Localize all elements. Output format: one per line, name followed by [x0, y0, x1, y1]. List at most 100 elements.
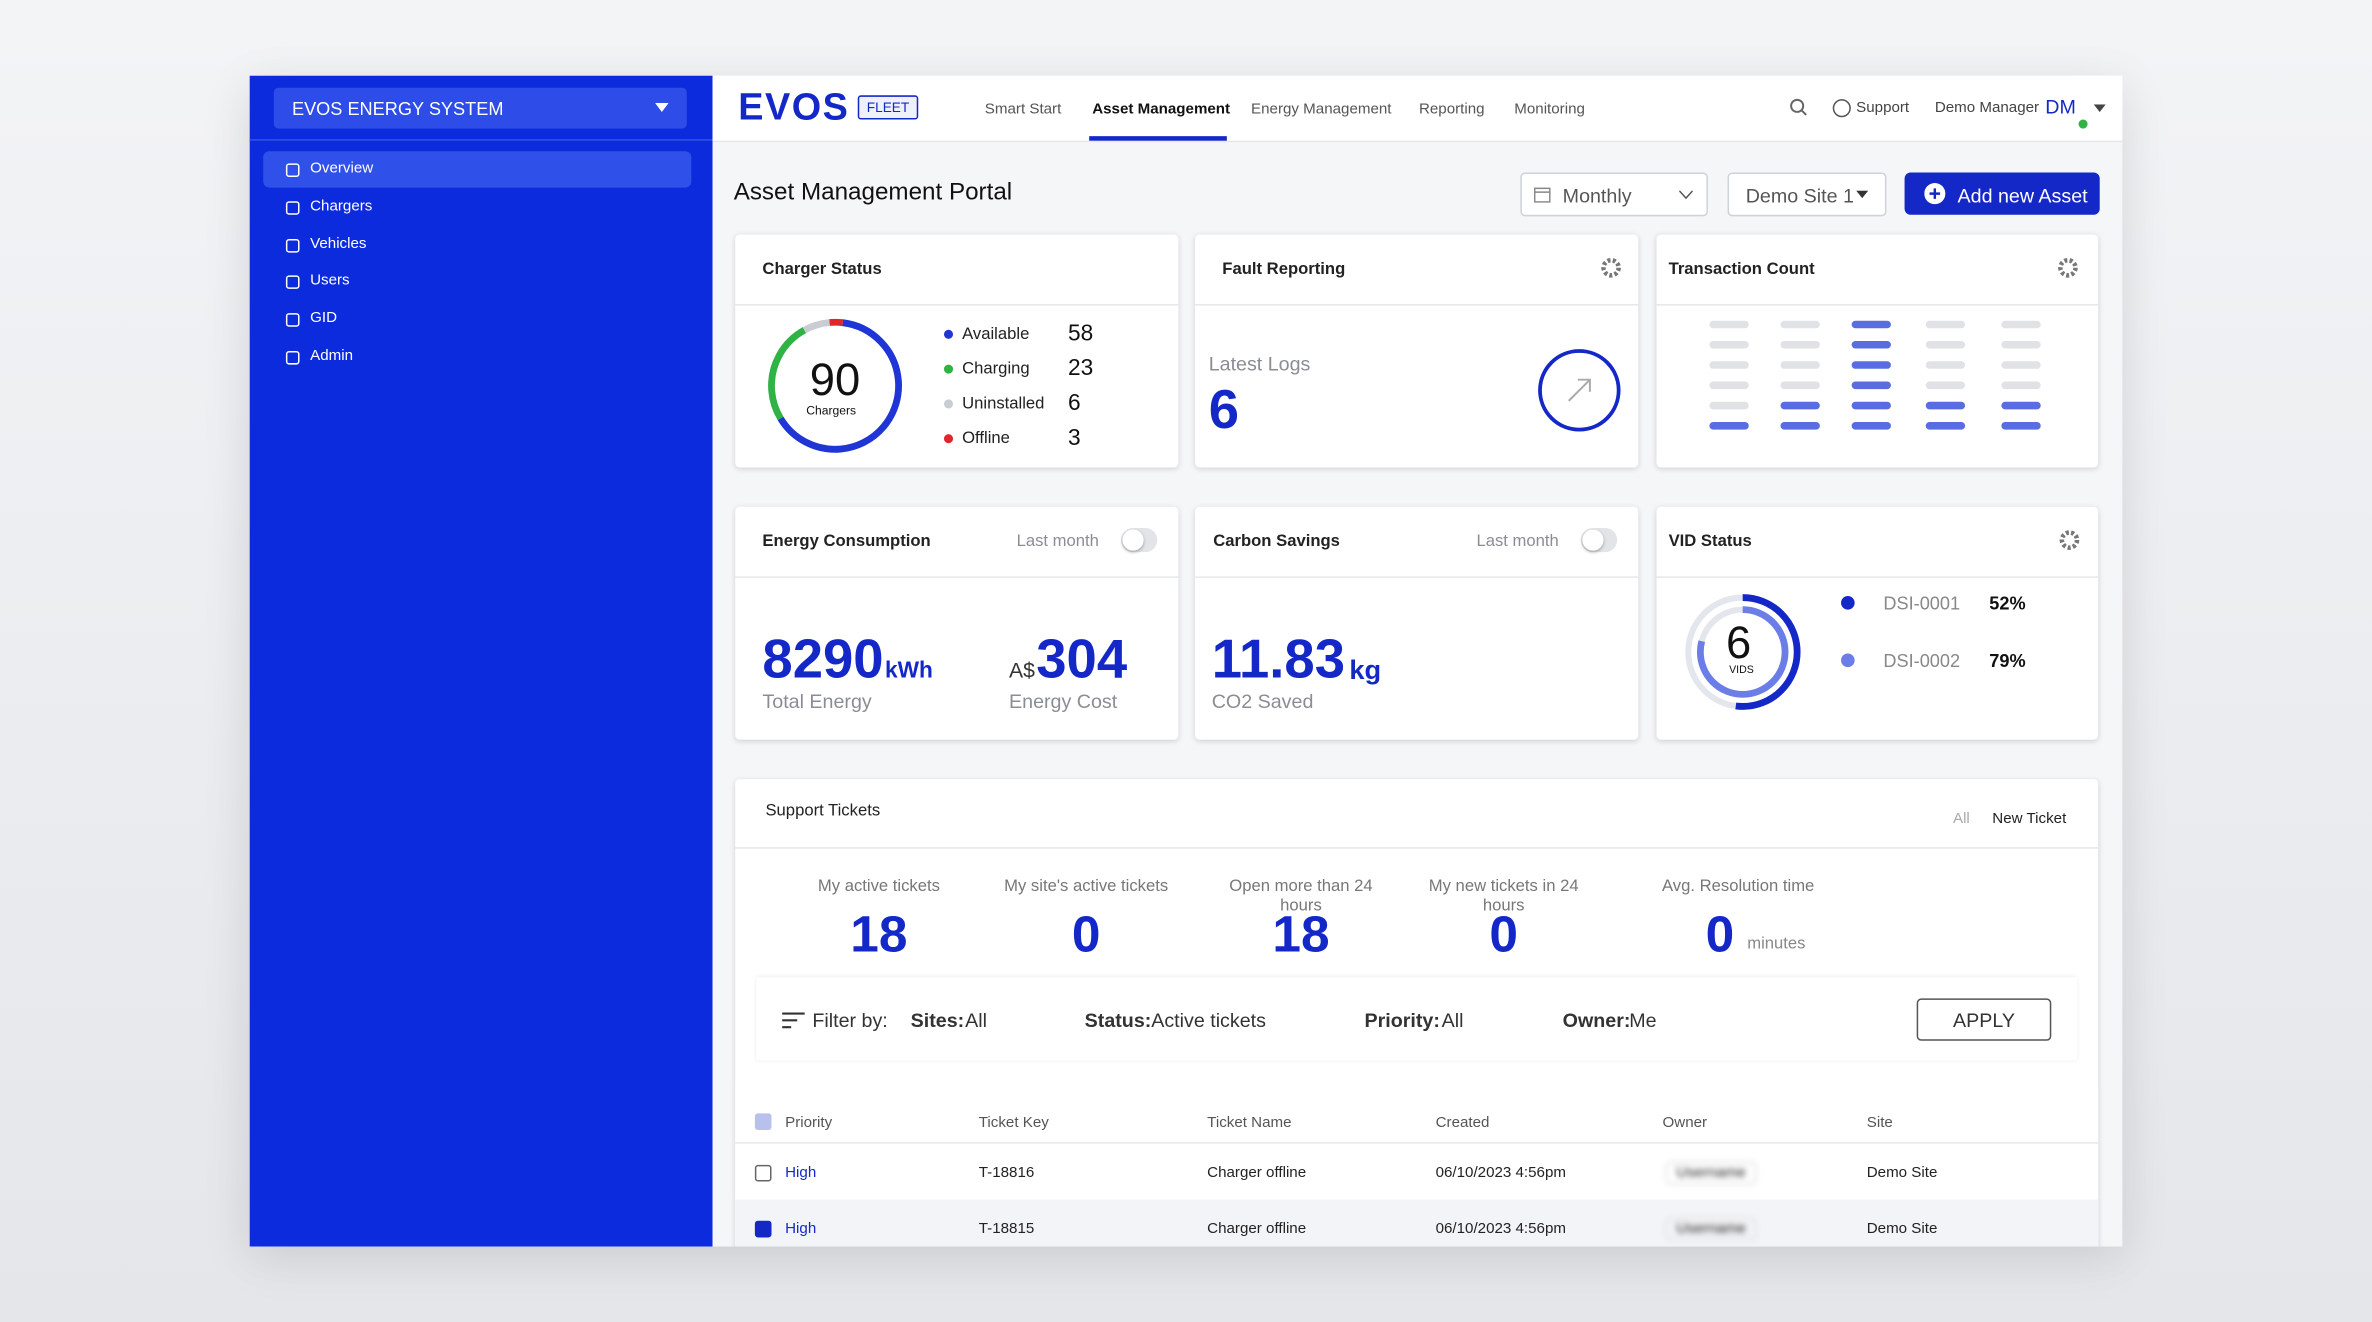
column-header: Created [1435, 1114, 1490, 1132]
pill [1780, 422, 1820, 430]
nav-item[interactable]: Vehicles [310, 235, 367, 253]
cell[interactable]: High [785, 1220, 817, 1238]
stat-label: My active tickets [817, 877, 940, 896]
nav-active-bg [263, 151, 692, 188]
avatar[interactable]: DM [2045, 95, 2076, 118]
toggle-label: Last month [1016, 532, 1099, 551]
filter-icon [782, 1012, 805, 1029]
fault-subtitle: Latest Logs [1208, 352, 1311, 376]
donut-segment [768, 318, 902, 453]
pill [1709, 422, 1749, 430]
pill [1780, 320, 1820, 329]
filter-key[interactable]: Owner: [1562, 1009, 1631, 1032]
stat-value: 18 [1272, 906, 1330, 964]
filter-value[interactable]: All [965, 1009, 988, 1032]
legend-dot [943, 364, 954, 374]
nav-tab[interactable]: Reporting [1418, 101, 1485, 118]
charger-donut [768, 318, 902, 453]
nav-item[interactable]: GID [310, 310, 338, 328]
toggle-label: Last month [1476, 532, 1559, 551]
legend-dot [943, 399, 954, 409]
legend-value: 58 [1068, 320, 1094, 347]
toggle[interactable] [1580, 527, 1618, 553]
ring-value [1684, 594, 1801, 710]
filter-value[interactable]: Me [1629, 1009, 1657, 1032]
legend-label: DSI-0002 [1883, 650, 1961, 672]
divider [1195, 576, 1639, 578]
legend-dot [943, 329, 954, 339]
toggle[interactable] [1120, 527, 1158, 553]
card-title: VID Status [1668, 532, 1752, 551]
arrow-icon[interactable] [1535, 346, 1623, 434]
row-checkbox[interactable] [754, 1220, 772, 1238]
legend-label: Charging [962, 360, 1030, 379]
nav-icon [285, 238, 300, 253]
nav-item[interactable]: Users [310, 272, 350, 290]
owner-blurred: Username [1665, 1161, 1757, 1185]
period-select[interactable]: Monthly [1520, 172, 1708, 217]
nav-tab[interactable]: Energy Management [1251, 101, 1392, 118]
add-asset-button[interactable]: Add new Asset [1904, 172, 2100, 215]
stat-label: My site's active tickets [1004, 877, 1169, 896]
cost-value: 304 [1036, 627, 1128, 690]
energy-card: Energy Consumption Last month 8290 kWh T… [735, 506, 1179, 740]
nav-item[interactable]: Chargers [310, 197, 373, 215]
nav-item[interactable]: Admin [310, 347, 354, 365]
cost-prefix: A$ [1009, 658, 1035, 683]
nav-item[interactable]: Overview [310, 160, 374, 177]
legend-dot [943, 434, 954, 444]
legend-value: 52% [1989, 593, 2026, 615]
vid-rings [1684, 594, 1801, 710]
pill [1709, 381, 1749, 390]
apply-label: APPLY [1952, 1009, 2015, 1032]
pill [1709, 401, 1749, 410]
pill [2001, 401, 2041, 410]
add-asset-label: Add new Asset [1957, 184, 2088, 208]
legend-dot [1841, 596, 1855, 610]
top-bar: EVOS FLEET Smart Start Asset Management En… [712, 75, 2123, 143]
pill [1851, 320, 1891, 329]
filter-label: Filter by: [812, 1009, 888, 1032]
nav-tab[interactable]: Smart Start [984, 101, 1062, 118]
filter-key[interactable]: Status: [1084, 1009, 1152, 1032]
card-title: Energy Consumption [762, 532, 931, 551]
pill [2001, 381, 2041, 390]
pill [1780, 361, 1820, 369]
nav-icon [285, 350, 300, 365]
legend-dot [1841, 653, 1855, 668]
filter-bar: Filter by: Sites: All Status: Active ticket… [756, 977, 2078, 1061]
settings-icon[interactable] [2059, 529, 2080, 550]
filter-value[interactable]: Active tickets [1151, 1009, 1266, 1032]
nav-icon [285, 163, 300, 177]
user-name: Demo Manager [1934, 99, 2040, 117]
select-all[interactable] [754, 1113, 772, 1131]
tab-all[interactable]: All [1952, 810, 1970, 828]
cost-label: Energy Cost [1009, 689, 1118, 713]
help-icon [1832, 99, 1851, 118]
row-checkbox[interactable] [754, 1164, 772, 1182]
page-title: Asset Management Portal [733, 180, 1013, 206]
tab-new-ticket[interactable]: New Ticket [1992, 810, 2067, 828]
org-select[interactable]: EVOS ENERGY SYSTEM [273, 87, 687, 129]
transaction-graphic [1709, 320, 2041, 430]
fault-count: 6 [1208, 378, 1239, 441]
tickets-card: Support Tickets All New Ticket My active… [735, 779, 2099, 1247]
nav-tab[interactable]: Asset Management [1092, 101, 1231, 118]
badge: FLEET [857, 95, 919, 120]
cell[interactable]: High [785, 1164, 817, 1182]
pill [1851, 401, 1891, 410]
nav-tab[interactable]: Monitoring [1514, 101, 1585, 118]
apply-button[interactable]: APPLY [1916, 998, 2052, 1041]
cell: T-18815 [978, 1220, 1035, 1238]
support-link[interactable]: Support [1856, 99, 1910, 117]
period: Monthly [1562, 184, 1632, 208]
sidebar: EVOS ENERGY SYSTEM Overview Chargers Vehic… [249, 75, 713, 1247]
settings-icon[interactable] [1601, 257, 1622, 278]
filter-value[interactable]: All [1441, 1009, 1464, 1032]
search-icon[interactable] [1790, 98, 1808, 116]
site-select[interactable]: Demo Site 1 [1727, 172, 1887, 217]
settings-icon[interactable] [2057, 257, 2078, 278]
filter-key[interactable]: Sites: [910, 1009, 965, 1032]
filter-key[interactable]: Priority: [1364, 1009, 1440, 1032]
carbon-value: 11.83 [1211, 627, 1346, 690]
